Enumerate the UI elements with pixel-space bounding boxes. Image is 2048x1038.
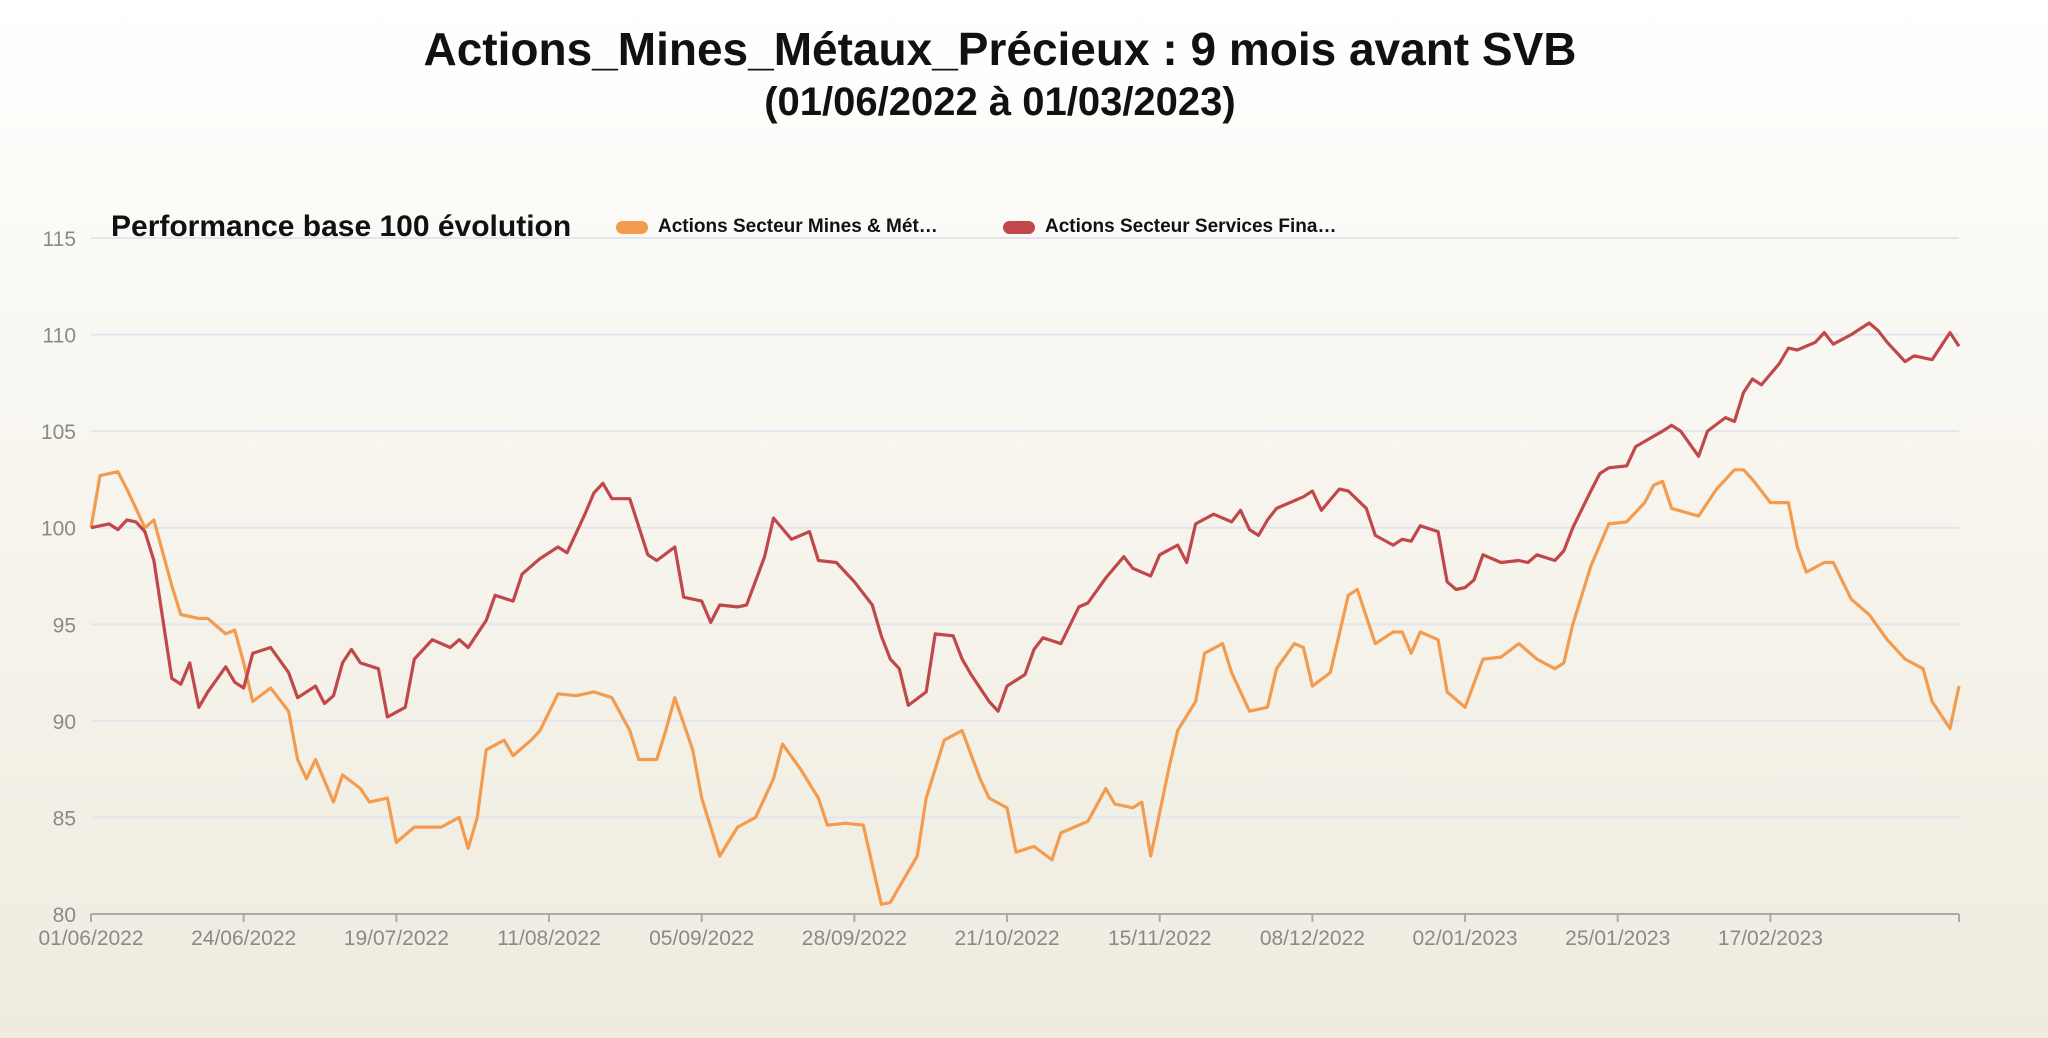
legend-label-services: Actions Secteur Services Fina… <box>1045 216 1337 237</box>
legend-swatch-services <box>1003 220 1035 234</box>
x-tick-label: 24/06/2022 <box>191 927 296 950</box>
y-tick-label: 95 <box>53 614 76 637</box>
y-tick-label: 90 <box>53 711 76 734</box>
x-tick-label: 28/09/2022 <box>802 927 907 950</box>
legend-swatch-mines <box>616 220 648 234</box>
y-tick-label: 80 <box>53 904 76 927</box>
y-tick-label: 115 <box>43 228 76 251</box>
x-tick-label: 01/06/2022 <box>38 927 143 950</box>
chart-title: Performance base 100 évolution <box>111 210 572 243</box>
series-line-services <box>90 321 1961 719</box>
y-tick-label: 85 <box>53 807 76 830</box>
x-tick-label: 15/11/2022 <box>1108 927 1212 950</box>
x-tick-label: 21/10/2022 <box>954 927 1059 950</box>
y-tick-label: 110 <box>43 325 76 348</box>
page-subtitle: (01/06/2022 à 01/03/2023) <box>764 80 1236 124</box>
legend-label-mines: Actions Secteur Mines & Mét… <box>658 216 938 237</box>
x-tick-label: 25/01/2023 <box>1565 927 1670 950</box>
y-tick-label: 100 <box>41 518 76 541</box>
page-title: Actions_Mines_Métaux_Précieux : 9 mois a… <box>423 23 1577 75</box>
legend-item-mines[interactable]: Actions Secteur Mines & Mét… <box>616 216 938 238</box>
x-tick-label: 05/09/2022 <box>649 927 754 950</box>
series-line-mines <box>89 468 1961 906</box>
x-tick-label: 19/07/2022 <box>344 927 449 950</box>
x-tick-label: 08/12/2022 <box>1260 927 1365 950</box>
x-tick-label: 11/08/2022 <box>497 927 601 950</box>
x-tick-label: 17/02/2023 <box>1718 927 1823 950</box>
x-tick-label: 02/01/2023 <box>1413 927 1518 950</box>
legend-item-services[interactable]: Actions Secteur Services Fina… <box>1003 216 1336 238</box>
y-tick-label: 105 <box>41 421 76 444</box>
